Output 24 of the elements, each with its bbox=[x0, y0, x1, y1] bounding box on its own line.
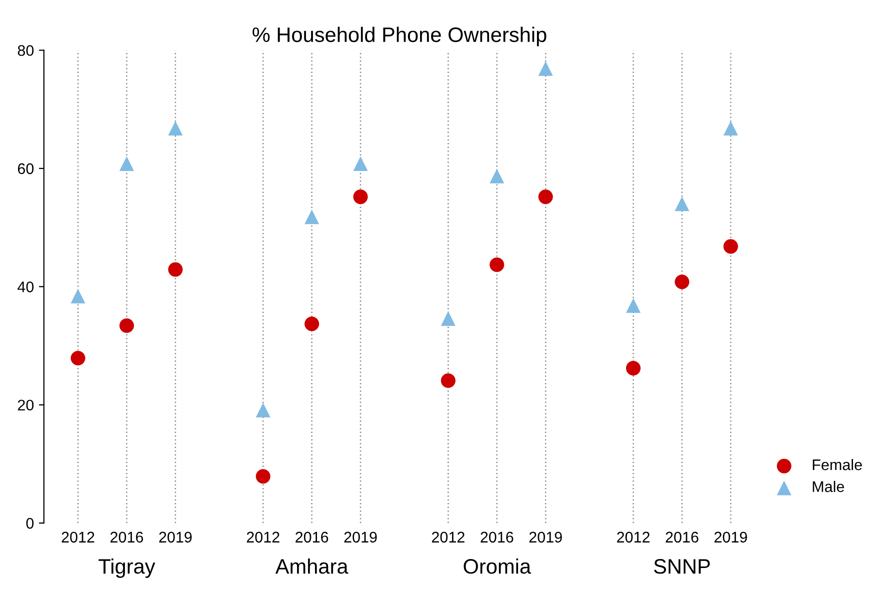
x-tick-label: 2012 bbox=[246, 532, 280, 543]
x-tick-label: 2016 bbox=[110, 532, 144, 543]
x-tick-label: 2019 bbox=[159, 532, 192, 543]
x-tick-label: 2016 bbox=[480, 532, 514, 543]
y-tick-label: 20 bbox=[18, 400, 34, 411]
legend-label: Male bbox=[812, 480, 844, 492]
chart-title: % Household Phone Ownership bbox=[252, 26, 546, 46]
x-tick-label: 2012 bbox=[62, 532, 94, 543]
text: Oromia bbox=[464, 558, 532, 574]
x-tick-label: 2012 bbox=[432, 532, 464, 543]
y-tick-label: 40 bbox=[18, 282, 34, 292]
text: Amhara bbox=[275, 558, 348, 574]
x-tick-label: 2019 bbox=[344, 532, 377, 543]
x-tick-label: 2019 bbox=[529, 532, 562, 543]
x-tick-label: 2012 bbox=[617, 532, 650, 543]
x-tick-label: 2019 bbox=[714, 532, 747, 543]
text: SNNP bbox=[654, 559, 710, 574]
y-tick-label: 0 bbox=[26, 518, 34, 529]
y-tick-label: 60 bbox=[18, 163, 34, 174]
y-tick-label: 80 bbox=[18, 45, 34, 56]
legend-label: Female bbox=[812, 458, 862, 470]
x-tick-label: 2016 bbox=[666, 532, 698, 543]
x-tick-label: 2016 bbox=[296, 532, 328, 543]
text: Tigray bbox=[98, 558, 156, 578]
